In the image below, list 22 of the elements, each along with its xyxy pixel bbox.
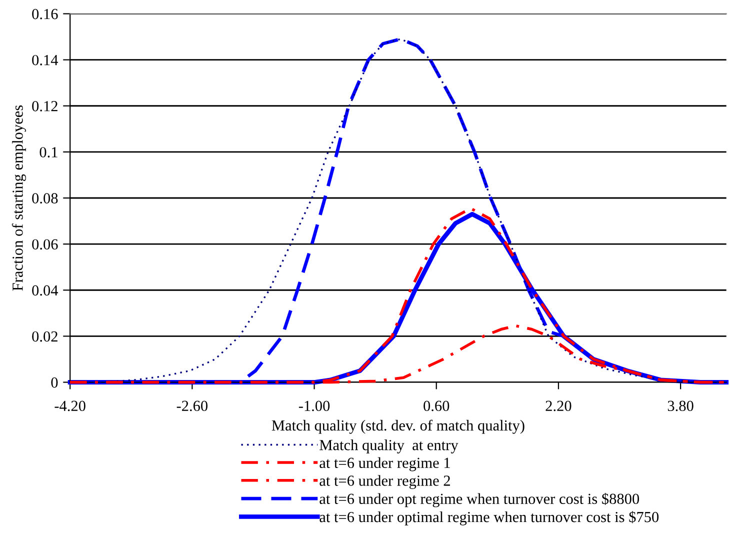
legend-label: at t=6 under regime 1 [320,457,450,472]
y-tick-label: 0 [51,377,58,388]
y-tick-label: 0.16 [32,8,58,20]
legend-label: Match quality at entry [320,439,458,454]
x-tick-label: 3.80 [668,400,694,412]
y-tick-label: 0.12 [32,101,58,112]
legend-label: at t=6 under regime 2 [320,475,450,489]
x-tick-label: 0.60 [424,400,450,412]
x-axis-title: Match quality (std. dev. of match quality) [272,420,524,434]
y-tick-label: 0.02 [32,331,58,342]
y-tick-label: 0.04 [32,285,58,296]
x-tick-label: -2.60 [176,400,208,412]
y-tick-label: 0.06 [32,239,58,250]
y-tick-label: 0.08 [32,193,58,204]
legend-label: at t=6 under optimal regime when turnover cost is $750 [320,511,659,526]
y-tick-label: 0.14 [32,54,58,66]
legend-label: at t=6 under opt regime when turnover cost is $8800 [320,492,640,508]
y-axis-title: Fraction of starting employees [12,105,26,291]
x-tick-label: -4.20 [54,400,86,412]
y-tick-label: 0.1 [40,147,58,158]
x-tick-label: -1.00 [298,400,330,412]
x-tick-label: 2.20 [546,400,572,412]
